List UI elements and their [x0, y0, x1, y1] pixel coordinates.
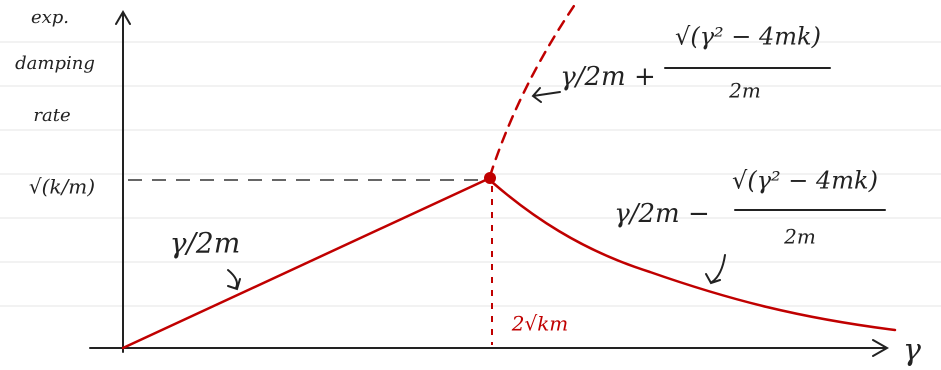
arrow [228, 270, 240, 289]
y-label: exp. [31, 7, 69, 28]
arrow [533, 88, 560, 102]
y-label: rate [33, 105, 70, 126]
curve-label: γ/2m − [614, 199, 710, 229]
curve-label: γ/2m [170, 227, 241, 260]
denominator: 2m [728, 79, 761, 103]
denominator: 2m [783, 225, 816, 249]
x-marker: 2√km [511, 312, 569, 336]
y-axis [116, 12, 130, 352]
numerator: √(γ² − 4mk) [675, 23, 821, 51]
curve-linear [123, 178, 490, 348]
x-axis [90, 340, 887, 356]
curve-label: γ/2m + [560, 62, 656, 92]
x-label: γ [903, 333, 921, 368]
diagram: exp. damping rate γ √(k/m) 2√km γ/2m γ/2… [0, 0, 941, 370]
branch-point [484, 172, 496, 184]
y-label: damping [15, 53, 95, 74]
y-marker: √(k/m) [29, 175, 95, 199]
numerator: √(γ² − 4mk) [732, 167, 878, 195]
arrow [706, 255, 725, 283]
